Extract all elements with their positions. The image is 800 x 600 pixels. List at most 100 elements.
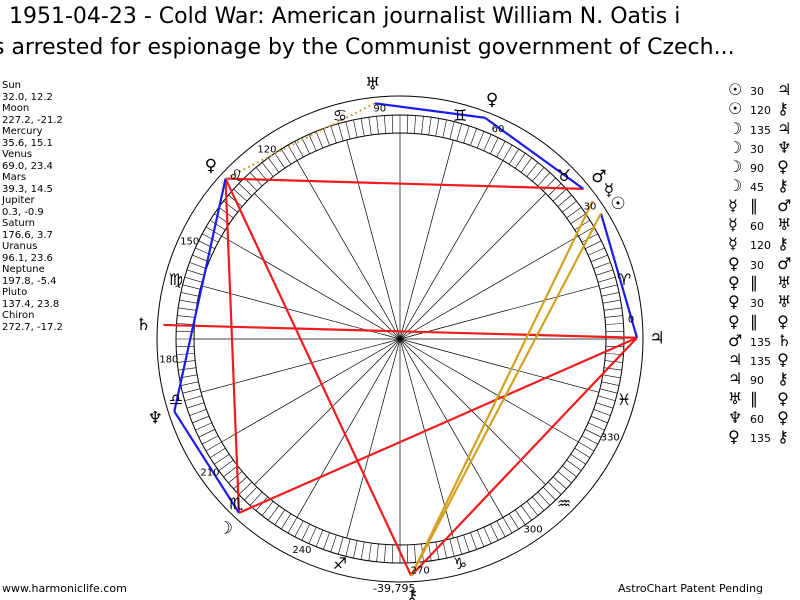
- position-value: 35.6, 15.1: [2, 137, 53, 149]
- degree-tick: [428, 117, 432, 136]
- degree-tick: [496, 141, 506, 158]
- wheel-spoke: [399, 235, 579, 340]
- aspect-planet-1: ☽: [728, 118, 743, 138]
- wheel-spoke: [221, 235, 401, 340]
- zodiac-sign-icon: ♓: [617, 390, 631, 409]
- planet-glyph-icon: ♀: [486, 90, 498, 110]
- degree-label: 60: [492, 124, 505, 135]
- aspect-planet-1: ☉: [728, 99, 743, 119]
- degree-label: 270: [411, 566, 430, 577]
- planet-glyph-icon: ☉: [610, 194, 625, 214]
- degree-tick: [233, 188, 248, 202]
- position-value: 96.1, 23.6: [2, 252, 53, 264]
- aspect-planet-1: ☉: [728, 80, 743, 99]
- degree-tick: [578, 226, 595, 237]
- aspect-planet-1: ☽: [728, 137, 743, 157]
- degree-tick: [186, 269, 205, 276]
- degree-tick: [189, 262, 207, 269]
- degree-tick: [581, 233, 598, 243]
- degree-tick: [562, 465, 577, 478]
- aspect-planet-2: ♂: [772, 195, 792, 215]
- degree-tick: [508, 148, 519, 165]
- aspect-angle: ∥: [750, 388, 758, 408]
- degree-tick: [176, 345, 195, 348]
- planet-glyph-icon: ♂: [591, 167, 606, 187]
- position-value: 176.6, 3.7: [2, 229, 53, 241]
- degree-tick: [384, 544, 386, 563]
- wheel-spoke: [200, 338, 401, 393]
- degree-tick: [566, 207, 582, 219]
- aspect-line: [238, 336, 638, 514]
- aspect-planet-1: ♀: [728, 292, 740, 312]
- degree-tick: [428, 542, 432, 561]
- footer-url[interactable]: www.harmoniclife.com: [2, 582, 127, 595]
- degree-label: 150: [180, 236, 199, 247]
- degree-label: 240: [292, 545, 311, 556]
- degree-tick: [287, 144, 298, 161]
- planet-glyph-icon: ♄: [136, 315, 151, 335]
- degree-tick: [195, 422, 212, 431]
- aspect-angle: 30: [750, 297, 764, 311]
- aspect-planet-2: ♂: [772, 253, 792, 273]
- degree-tick: [526, 501, 539, 516]
- degree-tick: [214, 453, 230, 465]
- degree-tick: [281, 148, 292, 165]
- degree-tick: [249, 491, 263, 506]
- aspect-planet-2: ♅: [772, 215, 792, 235]
- degree-tick: [581, 435, 598, 445]
- degree-tick: [562, 200, 577, 213]
- aspect-planet-2: ♀: [772, 311, 789, 331]
- degree-tick: [585, 429, 602, 438]
- degree-tick: [287, 517, 298, 534]
- wheel-spoke: [399, 338, 579, 443]
- aspect-angle: 135: [750, 355, 771, 369]
- outer-ring: [156, 95, 644, 583]
- degree-tick: [308, 134, 317, 151]
- degree-tick: [483, 527, 492, 544]
- degree-tick: [202, 233, 219, 243]
- degree-tick: [391, 115, 394, 134]
- aspect-line: [410, 212, 602, 577]
- aspect-line: [410, 200, 594, 577]
- aspect-planet-2: ⚷: [772, 427, 789, 447]
- degree-tick: [590, 415, 608, 424]
- degree-tick: [599, 388, 618, 394]
- degree-tick: [360, 118, 365, 137]
- zodiac-sign-icon: ♐: [333, 554, 347, 573]
- degree-tick: [228, 471, 243, 484]
- degree-tick: [595, 269, 614, 276]
- degree-tick: [180, 381, 199, 386]
- degree-tick: [585, 240, 602, 249]
- wheel-spoke: [399, 338, 504, 518]
- wheel-spoke: [346, 139, 401, 340]
- position-value: 69.0, 23.4: [2, 160, 53, 172]
- aspect-line: [163, 323, 638, 339]
- degree-tick: [301, 524, 310, 541]
- aspect-row: ☽ 90 ♀: [728, 157, 791, 176]
- aspect-angle: 120: [750, 104, 771, 118]
- degree-tick: [520, 505, 532, 521]
- aspect-planet-1: ♅: [728, 388, 743, 408]
- degree-tick: [209, 220, 226, 231]
- position-name: Venus: [2, 149, 33, 160]
- degree-tick: [435, 118, 440, 137]
- degree-label: 30: [584, 201, 597, 212]
- aspect-planet-2: ♅: [772, 272, 792, 292]
- degree-tick: [330, 125, 337, 144]
- degree-tick: [476, 529, 485, 547]
- degree-tick: [435, 541, 440, 560]
- aspect-planet-1: ☿: [728, 195, 738, 215]
- degree-tick: [597, 276, 616, 283]
- wheel-spoke: [399, 139, 454, 340]
- aspect-row: ☽ 30 ♆: [728, 138, 791, 157]
- zodiac-sign-icon: ♏: [229, 494, 243, 513]
- degree-tick: [330, 534, 337, 553]
- degree-tick: [376, 116, 379, 135]
- planet-glyph-icon: ⚷: [406, 587, 418, 600]
- wheel-spoke: [399, 160, 504, 340]
- degree-tick: [449, 538, 455, 557]
- aspect-line: [225, 177, 584, 190]
- degree-tick: [406, 544, 409, 563]
- degree-tick: [202, 435, 219, 445]
- degree-label: 300: [524, 525, 543, 536]
